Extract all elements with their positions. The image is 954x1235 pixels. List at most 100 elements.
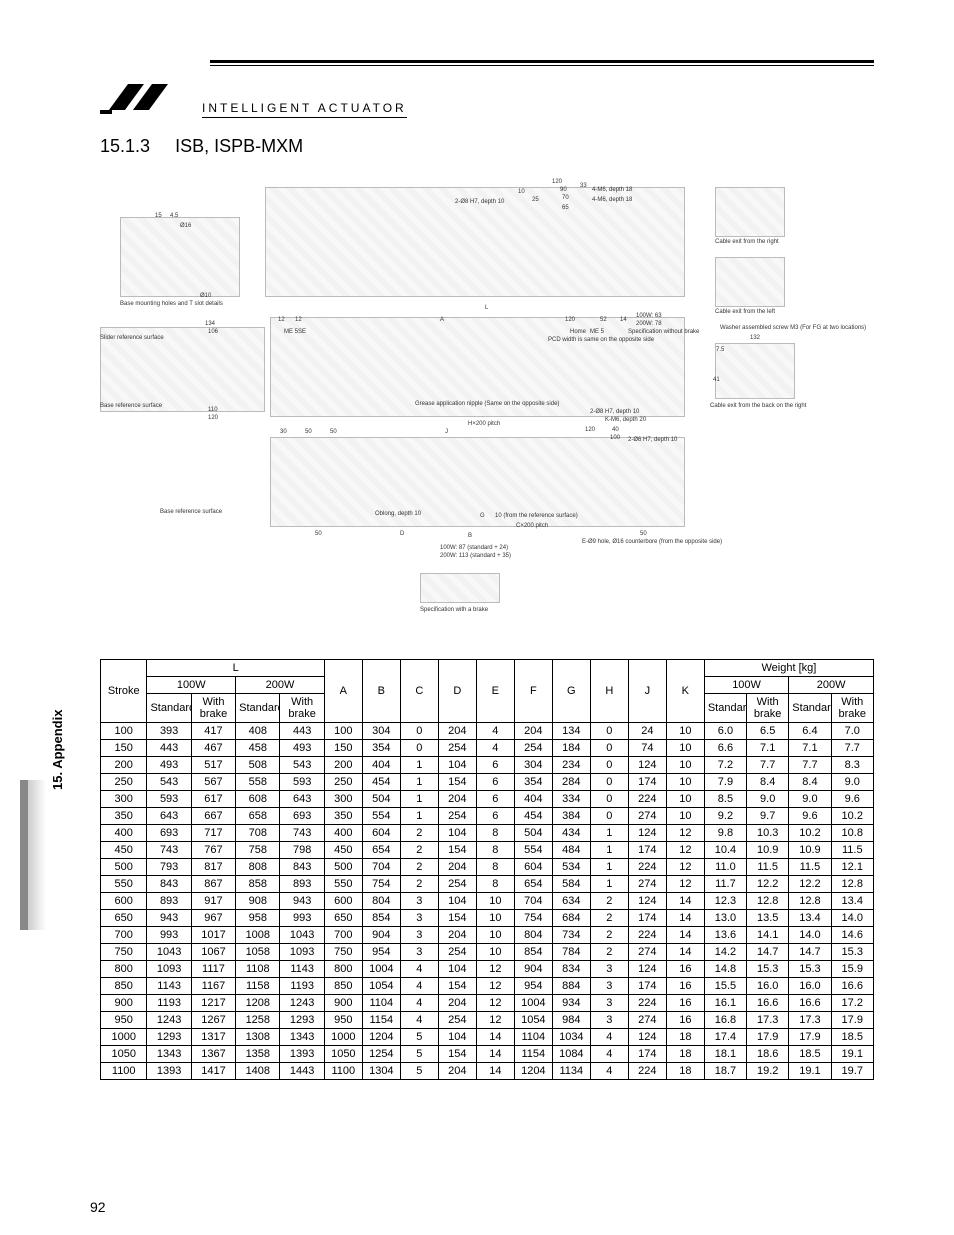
table-cell: 643 (147, 808, 191, 825)
th-W200-std: Standard (789, 694, 831, 723)
section-title: 15.1.3 ISB, ISPB-MXM (100, 136, 874, 157)
table-cell: 0 (590, 757, 628, 774)
table-cell: 884 (552, 978, 590, 995)
dim-200w: 200W: 78 (636, 321, 662, 327)
table-cell: 1067 (191, 944, 235, 961)
table-cell: 604 (362, 825, 400, 842)
table-cell: 184 (552, 740, 590, 757)
table-cell: 404 (362, 757, 400, 774)
table-cell: 1208 (236, 995, 280, 1012)
dim-D: D (400, 531, 404, 537)
dim-me5-r: ME 5 (590, 329, 604, 335)
table-cell: 12 (666, 859, 704, 876)
table-cell: 10.2 (789, 825, 831, 842)
table-cell: 1193 (280, 978, 324, 995)
table-row: 5508438678588935507542254865458412741211… (101, 876, 874, 893)
table-cell: 493 (280, 740, 324, 757)
table-cell: 124 (628, 825, 666, 842)
table-cell: 8 (476, 842, 514, 859)
table-cell: 13.4 (789, 910, 831, 927)
table-cell: 1108 (236, 961, 280, 978)
table-cell: 104 (438, 893, 476, 910)
table-cell: 10.2 (831, 808, 873, 825)
table-cell: 12.2 (789, 876, 831, 893)
table-cell: 584 (552, 876, 590, 893)
table-cell: 8 (476, 825, 514, 842)
table-cell: 450 (101, 842, 147, 859)
table-cell: 154 (438, 910, 476, 927)
table-cell: 417 (191, 723, 235, 740)
table-cell: 9.0 (831, 774, 873, 791)
table-cell: 14.0 (789, 927, 831, 944)
table-cell: 154 (438, 1046, 476, 1063)
table-cell: 543 (147, 774, 191, 791)
table-cell: 6 (476, 774, 514, 791)
table-cell: 200 (101, 757, 147, 774)
table-cell: 3 (400, 893, 438, 910)
table-cell: 254 (438, 740, 476, 757)
table-cell: 558 (236, 774, 280, 791)
label-bolt-200w: 200W: 113 (standard + 35) (440, 553, 511, 559)
table-cell: 893 (147, 893, 191, 910)
dim-33: 33 (580, 183, 587, 189)
table-cell: 7.7 (831, 740, 873, 757)
dim-120d: 120 (585, 427, 595, 433)
table-cell: 567 (191, 774, 235, 791)
table-cell: 2 (400, 842, 438, 859)
table-cell: 3 (400, 927, 438, 944)
dim-50b: 50 (330, 429, 337, 435)
table-cell: 867 (191, 876, 235, 893)
table-cell: 17.4 (704, 1029, 746, 1046)
table-cell: 150 (324, 740, 362, 757)
table-cell: 954 (362, 944, 400, 961)
table-cell: 834 (552, 961, 590, 978)
label-2d8-10: 2-Ø8 H7, depth 10 (455, 199, 504, 205)
table-cell: 8.4 (789, 774, 831, 791)
table-cell: 12.1 (831, 859, 873, 876)
table-cell: 300 (324, 791, 362, 808)
table-cell: 658 (236, 808, 280, 825)
table-cell: 7.9 (704, 774, 746, 791)
table-cell: 1154 (362, 1012, 400, 1029)
label-home: Home (570, 329, 586, 335)
table-cell: 11.5 (789, 859, 831, 876)
dim-120a: 120 (552, 179, 562, 185)
table-row: 6008939179089436008043104107046342124141… (101, 893, 874, 910)
th-stroke: Stroke (101, 660, 147, 723)
table-cell: 6.5 (747, 723, 789, 740)
table-cell: 14.0 (831, 910, 873, 927)
table-cell: 16 (666, 961, 704, 978)
table-cell: 600 (324, 893, 362, 910)
table-cell: 174 (628, 774, 666, 791)
table-cell: 858 (236, 876, 280, 893)
table-cell: 4 (400, 961, 438, 978)
table-cell: 543 (280, 757, 324, 774)
table-cell: 2 (400, 876, 438, 893)
table-cell: 16 (666, 978, 704, 995)
label-k-m6: K-M6, depth 20 (605, 417, 646, 423)
table-cell: 1093 (280, 944, 324, 961)
table-row: 1100139314171408144311001304520414120411… (101, 1063, 874, 1080)
table-cell: 9.0 (789, 791, 831, 808)
dim-52: 52 (600, 317, 607, 323)
table-cell: 354 (362, 740, 400, 757)
table-cell: 124 (628, 961, 666, 978)
table-row: 6509439679589936508543154107546842174141… (101, 910, 874, 927)
label-washer: Washer assembled screw M3 (For FG at two… (720, 325, 866, 331)
table-cell: 4 (590, 1063, 628, 1080)
table-cell: 104 (438, 825, 476, 842)
table-cell: 734 (552, 927, 590, 944)
table-cell: 9.7 (747, 808, 789, 825)
dim-100: 100 (610, 435, 620, 441)
table-cell: 14 (476, 1063, 514, 1080)
table-cell: 9.6 (789, 808, 831, 825)
table-row: 7501043106710581093750954325410854784227… (101, 944, 874, 961)
label-base-ref1: Base reference surface (100, 403, 162, 409)
th-D: D (438, 660, 476, 723)
table-cell: 13.6 (704, 927, 746, 944)
table-cell: 19.1 (789, 1063, 831, 1080)
table-cell: 284 (552, 774, 590, 791)
table-cell: 17.9 (789, 1029, 831, 1046)
table-cell: 1204 (514, 1063, 552, 1080)
table-cell: 10.4 (704, 842, 746, 859)
